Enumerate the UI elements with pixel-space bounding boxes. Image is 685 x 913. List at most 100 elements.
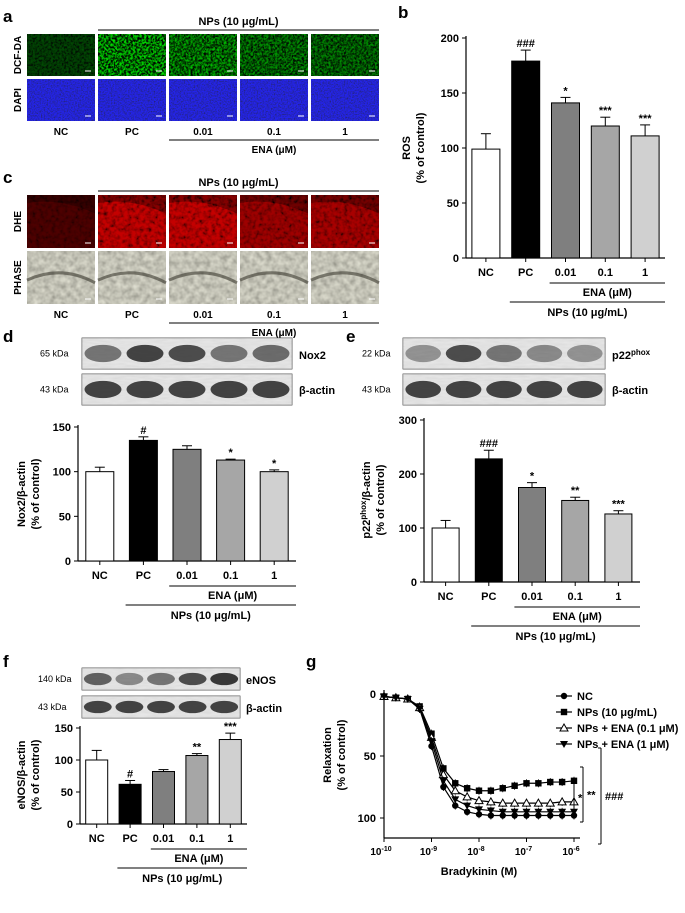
bar-f-0.01 (152, 771, 175, 825)
series-point-1 (452, 780, 459, 787)
col-label-a: NC (54, 127, 68, 138)
sig-mark-f: # (127, 768, 133, 780)
series-point-0 (440, 783, 447, 791)
bar-f-PC (118, 783, 142, 825)
col-label-c: 0.01 (193, 310, 213, 321)
tissue-edge (168, 271, 238, 285)
row-label-a: DCF-DA (13, 36, 24, 74)
sig-mark-d: * (272, 458, 277, 470)
blot-name-e: p22phox (612, 348, 651, 362)
c-image-r0-c2-tissue (169, 195, 237, 248)
y-tick-label-b: 100 (441, 143, 459, 155)
bar-e-1 (604, 513, 633, 583)
treatment-label-a: NPs (10 μg/mL) (198, 16, 278, 28)
col-label-a: 0.01 (193, 127, 213, 138)
blot-band-d (210, 380, 248, 399)
kda-label-f: 43 kDa (38, 702, 67, 712)
tissue-edge (97, 271, 167, 285)
c-image-r0-c4-texture (311, 195, 379, 248)
y-tick-label-d: 0 (65, 556, 71, 568)
col-label-c: PC (125, 310, 139, 321)
blot-band-e (486, 380, 522, 399)
col-label-a: 1 (342, 127, 348, 138)
blot-band-d (84, 380, 122, 399)
x-tick-label-e: 0.1 (568, 591, 583, 603)
bar-b-PC (511, 60, 541, 259)
series-point-1 (487, 787, 495, 794)
tissue-edge (26, 271, 96, 285)
sig-mark-g: * (578, 793, 583, 805)
c-image-r0-c1-tissue (98, 195, 166, 248)
a-image-r0-c1-signal (98, 34, 166, 76)
x-tick-label-b: NC (478, 267, 494, 279)
blot-band-e (445, 344, 482, 363)
series-point-1 (535, 780, 542, 787)
series-point-2 (509, 798, 520, 807)
y-tick-label-g: 0 (370, 689, 376, 701)
bar-f-0.1 (185, 755, 209, 825)
legend-marker-3 (560, 741, 568, 748)
series-point-3 (534, 808, 543, 816)
series-point-3 (546, 808, 555, 816)
ena-label-e: ENA (μM) (553, 611, 602, 623)
series-point-2 (497, 798, 508, 807)
blot-band-f (210, 700, 239, 714)
sig-mark-e: *** (612, 499, 626, 511)
panel-letter-e: e (346, 327, 355, 346)
series-point-3 (486, 807, 495, 815)
sig-mark-b: * (563, 85, 568, 97)
bar-b-1 (630, 135, 660, 259)
x-tick-label-g: 10-9 (420, 846, 437, 858)
ena-label-c: ENA (μM) (252, 328, 297, 339)
sig-mark-g: ** (587, 790, 596, 802)
legend-label-0: NC (577, 691, 593, 703)
a-image-r1-c1-texture (98, 79, 166, 121)
blot-band-d (168, 380, 206, 399)
sig-mark-d: * (228, 447, 233, 459)
kda-label-f: 140 kDa (38, 674, 72, 684)
series-point-2 (486, 796, 496, 806)
bar-e-0.1 (561, 499, 590, 583)
tissue-edge (239, 271, 309, 285)
series-point-1 (499, 785, 506, 792)
series-point-2 (545, 798, 556, 807)
series-point-2 (474, 795, 484, 805)
col-label-c: NC (54, 310, 68, 321)
series-point-3 (451, 796, 460, 804)
y-tick-label-b: 0 (453, 253, 459, 265)
bar-d-0.1 (216, 459, 246, 562)
bar-d-1 (259, 471, 289, 562)
blot-band-e (567, 380, 603, 399)
y-tick-label-e: 200 (399, 469, 417, 481)
blot-band-e (486, 344, 522, 363)
kda-label-e: 22 kDa (362, 349, 391, 359)
col-label-a: 0.1 (267, 127, 281, 138)
x-tick-label-f: 0.01 (153, 833, 174, 845)
x-tick-label-d: 0.01 (176, 570, 197, 582)
series-point-3 (391, 694, 400, 702)
a-image-r1-c0-texture (27, 79, 95, 121)
col-label-c: 0.1 (267, 310, 281, 321)
series-point-2 (533, 798, 544, 807)
series-point-1 (463, 785, 471, 792)
series-point-3 (522, 808, 531, 816)
series-point-1 (523, 780, 530, 787)
y-tick-label-f: 100 (55, 755, 73, 767)
series-point-0 (475, 811, 483, 818)
bar-b-0.1 (590, 125, 620, 259)
kda-label-d: 65 kDa (40, 349, 69, 359)
blot-name-d: Nox2 (299, 350, 326, 362)
blot-band-d (126, 380, 164, 399)
treatment-label-f: NPs (10 μg/mL) (142, 873, 222, 885)
blot-band-e (405, 344, 441, 363)
y-tick-label-f: 0 (67, 819, 73, 831)
panel-letter-d: d (3, 327, 13, 346)
x-tick-label-e: 0.01 (521, 591, 542, 603)
blot-band-d (252, 344, 290, 363)
row-label-c: DHE (13, 211, 24, 232)
y-label-b-2: (% of control) (415, 112, 427, 183)
x-tick-label-b: 1 (642, 267, 648, 279)
series-point-3 (427, 738, 436, 746)
c-image-r0-c2-texture (169, 195, 237, 248)
series-point-1 (440, 765, 447, 772)
